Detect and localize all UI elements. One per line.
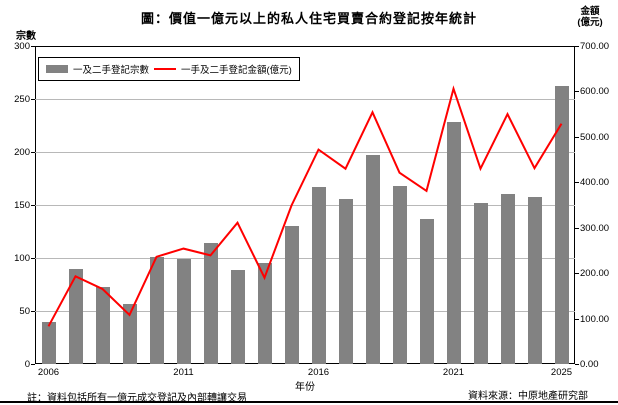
left-axis-tick-mark <box>31 152 35 153</box>
right-axis-tick-label: 100.00 <box>580 313 610 325</box>
legend-bar-swatch-icon <box>46 65 68 73</box>
left-axis-tick-label: 100 <box>14 253 30 264</box>
left-axis-tick-mark <box>31 46 35 47</box>
right-axis-tick-mark <box>575 273 579 275</box>
left-axis-tick-label: 250 <box>14 94 30 105</box>
gridline-250 <box>35 99 575 100</box>
right-axis-tick-mark <box>575 182 579 184</box>
right-axis-tick-mark <box>575 318 579 320</box>
bar-2009 <box>122 303 137 364</box>
bar-2016 <box>311 186 326 364</box>
left-axis-tick-mark <box>31 364 35 365</box>
bar-2014 <box>257 263 272 364</box>
right-axis-tick-mark <box>575 91 579 93</box>
bar-2013 <box>230 269 245 364</box>
bar-2023 <box>500 194 515 364</box>
bar-2017 <box>338 198 353 364</box>
left-axis-title: 宗數 <box>16 31 36 42</box>
x-axis-tick-2021: 2021 <box>442 367 465 378</box>
gridline-150 <box>35 205 575 206</box>
bar-2022 <box>473 202 488 364</box>
gridline-100 <box>35 258 575 259</box>
x-axis-tick-2025: 2025 <box>550 367 573 378</box>
right-axis-tick-mark <box>575 364 579 365</box>
right-axis-tick-label: 400.00 <box>580 177 610 189</box>
right-axis-tick-label: 0.00 <box>580 359 599 370</box>
left-axis-tick-mark <box>31 99 35 100</box>
right-axis-tick-label: 500.00 <box>580 131 610 143</box>
bar-2012 <box>203 243 218 364</box>
bar-2011 <box>176 259 191 364</box>
x-axis-tick-2011: 2011 <box>173 367 194 378</box>
bar-2006 <box>41 321 56 364</box>
x-axis-title: 年份 <box>295 382 315 393</box>
left-axis-tick-label: 50 <box>19 306 30 317</box>
chart-title: 圖：價值一億元以上的私人住宅買賣合約登記按年統計 <box>140 11 477 26</box>
bar-2010 <box>149 256 164 364</box>
gridline-200 <box>35 152 575 153</box>
legend-line-label: 一手及二手登記金額(億元) <box>181 65 292 76</box>
left-axis-tick-label: 300 <box>14 41 30 52</box>
legend: 一及二手登記宗數 一手及二手登記金額(億元) <box>38 57 300 81</box>
right-axis-tick-mark <box>575 46 579 47</box>
footnote: 註：資料包括所有一億元成交登記及內部轉讓交易 <box>27 393 247 404</box>
legend-bar-label: 一及二手登記宗數 <box>73 65 150 76</box>
right-axis-tick-label: 200.00 <box>580 268 610 280</box>
gridline-50 <box>35 311 575 312</box>
right-axis-tick-mark <box>575 227 579 229</box>
right-axis-title-line2: (億元) <box>577 17 603 28</box>
bar-2021 <box>446 122 461 364</box>
bar-2008 <box>95 286 110 364</box>
bar-2020 <box>419 218 434 364</box>
legend-line-swatch-icon <box>154 68 177 70</box>
right-axis-tick-mark <box>575 136 579 138</box>
x-axis-tick-2016: 2016 <box>307 367 330 378</box>
bar-2015 <box>284 226 299 364</box>
bar-2025 <box>554 86 569 364</box>
left-axis-tick-label: 200 <box>14 147 30 158</box>
left-axis-tick-label: 0 <box>24 359 30 370</box>
x-axis-tick-2006: 2006 <box>37 367 60 378</box>
left-axis-tick-mark <box>31 205 35 206</box>
right-axis-tick-label: 600.00 <box>580 86 610 98</box>
bar-2024 <box>527 196 542 364</box>
bar-2007 <box>68 268 83 364</box>
right-axis-tick-label: 300.00 <box>580 222 610 234</box>
left-axis-tick-mark <box>31 311 35 312</box>
left-axis-tick-label: 150 <box>14 200 30 211</box>
bottom-rule <box>0 401 618 403</box>
bar-2018 <box>365 155 380 364</box>
right-axis-tick-label: 700.00 <box>580 41 610 52</box>
right-axis-title-line1: 金額 <box>580 6 600 17</box>
source-credit: 資料來源：中原地產研究部 <box>468 391 588 402</box>
right-axis-title: 金額 (億元) <box>568 6 612 28</box>
bar-2019 <box>392 185 407 364</box>
left-axis-tick-mark <box>31 258 35 259</box>
